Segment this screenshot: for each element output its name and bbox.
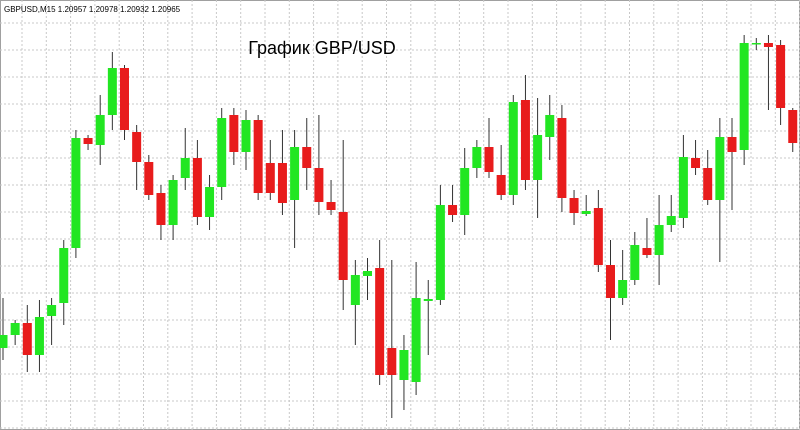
candle-body [95, 115, 105, 145]
candle-body [290, 147, 300, 200]
candle-body [144, 162, 154, 195]
candle-body [715, 137, 725, 200]
candle-body [205, 187, 215, 217]
candle-body [132, 132, 142, 162]
candle-body [533, 135, 543, 180]
candle-body [788, 110, 798, 143]
candle-body [703, 168, 713, 200]
candle-body [107, 68, 117, 115]
candle-body [678, 157, 688, 218]
candle-body [363, 271, 372, 276]
candle-body [569, 198, 579, 213]
candle-body [168, 180, 178, 225]
candle-body [229, 115, 239, 152]
candle-body [10, 323, 20, 335]
candle-body [314, 168, 324, 202]
candle-body [557, 118, 567, 198]
candle-body [375, 268, 385, 375]
candle-body [508, 102, 518, 195]
candle-body [763, 43, 773, 47]
candle-body [253, 120, 263, 193]
candle-body [472, 147, 482, 168]
candle-body [399, 350, 409, 380]
candle-body [593, 208, 603, 265]
candle-body [776, 45, 786, 108]
candle-body [156, 193, 166, 225]
candle-body [751, 43, 761, 45]
candle-body [654, 225, 664, 255]
candle-body [581, 211, 591, 214]
candle-body [0, 335, 8, 348]
candle-body [265, 163, 275, 193]
candle-body [496, 175, 506, 195]
candle-body [22, 323, 32, 355]
candle-body [59, 248, 69, 303]
chart-header: GBPUSD,M15 1.20957 1.20978 1.20932 1.209… [4, 5, 181, 14]
candle-body [411, 298, 421, 382]
candle-body [387, 348, 397, 375]
candle-body [120, 68, 129, 130]
candle-body [34, 317, 44, 355]
candle-body [192, 158, 202, 217]
candle-body [423, 299, 433, 301]
candle-body [47, 305, 57, 316]
candle-body [302, 147, 312, 168]
candle-body [520, 100, 530, 180]
candle-body [630, 245, 640, 280]
candles [0, 35, 798, 418]
candle-body [460, 168, 470, 215]
chart-title: График GBP/USD [248, 38, 396, 58]
candle-body [180, 158, 190, 178]
candle-body [618, 280, 628, 298]
candle-body [241, 120, 251, 152]
candle-body [642, 248, 652, 255]
candle-body [338, 212, 348, 280]
candle-body [448, 205, 458, 215]
candle-body [350, 275, 360, 305]
candle-body [71, 138, 81, 248]
candle-body [277, 163, 287, 203]
candle-body [691, 158, 701, 168]
candle-body [326, 202, 336, 210]
candle-body [435, 205, 445, 300]
candle-body [217, 118, 227, 187]
candle-body [83, 138, 93, 144]
candle-body [606, 265, 615, 298]
candle-body [484, 147, 494, 172]
candle-body [666, 216, 676, 225]
candle-body [727, 137, 737, 152]
candle-body [739, 43, 749, 150]
candle-body [545, 115, 555, 137]
